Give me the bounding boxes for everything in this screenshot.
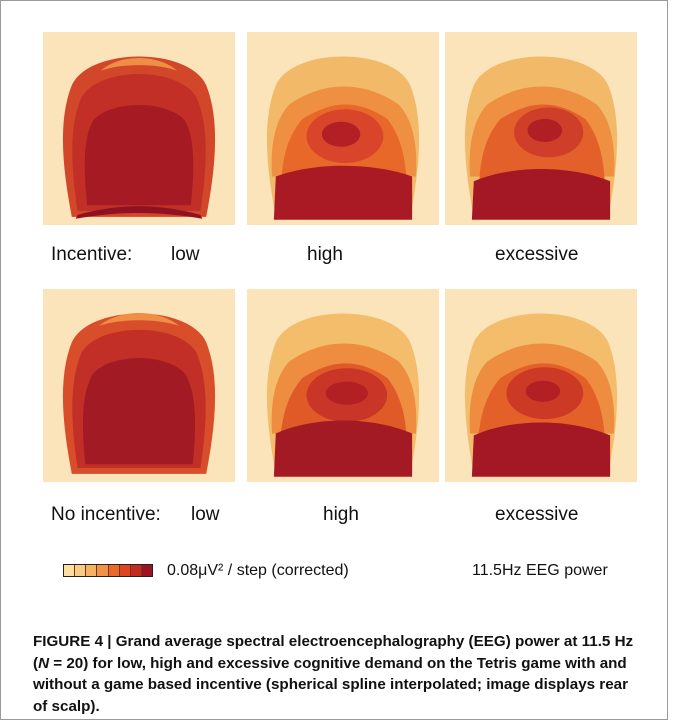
legend-color-step [75, 565, 87, 576]
figure-caption: FIGURE 4 | Grand average spectral electr… [33, 631, 645, 717]
scalp-map [62, 56, 216, 219]
legend-color-step [97, 565, 109, 576]
caption-text-after: = 20) for low, high and excessive cognit… [33, 654, 629, 715]
scalp-map [464, 313, 618, 477]
caption-label: FIGURE 4 | [33, 633, 116, 650]
row-label-incentive: Incentive: [51, 244, 133, 265]
condition-label-high: high [323, 504, 359, 525]
legend-color-step [64, 565, 76, 576]
legend-color-step [86, 565, 98, 576]
caption-text-before: Grand average spectral electroencephalog… [33, 633, 634, 672]
legend-color-step [141, 565, 152, 576]
topomap-no-incentive-excessive [445, 289, 637, 482]
legend-measure-text: 11.5Hz EEG power [472, 562, 608, 579]
caption-n-variable: N [38, 654, 50, 672]
condition-label-low: low [191, 504, 220, 525]
row-label-no-incentive: No incentive: [51, 504, 161, 525]
topomap-no-incentive-high [247, 289, 439, 482]
scalp-map [62, 313, 216, 474]
topomap-incentive-high [247, 32, 439, 225]
legend-color-step [130, 565, 142, 576]
condition-label-low: low [171, 244, 200, 265]
color-scale-legend [63, 564, 153, 577]
legend-color-step [108, 565, 120, 576]
condition-label-high: high [307, 244, 343, 265]
scalp-map [464, 56, 618, 220]
scalp-map [266, 56, 420, 220]
condition-label-excessive: excessive [495, 244, 579, 265]
topomap-no-incentive-low [43, 289, 235, 482]
legend-color-step [119, 565, 131, 576]
topomap-incentive-excessive [445, 32, 637, 225]
condition-label-excessive: excessive [495, 504, 579, 525]
legend-scale-text: 0.08μV² / step (corrected) [167, 562, 349, 579]
scalp-map [266, 313, 420, 477]
topomap-incentive-low [43, 32, 235, 225]
